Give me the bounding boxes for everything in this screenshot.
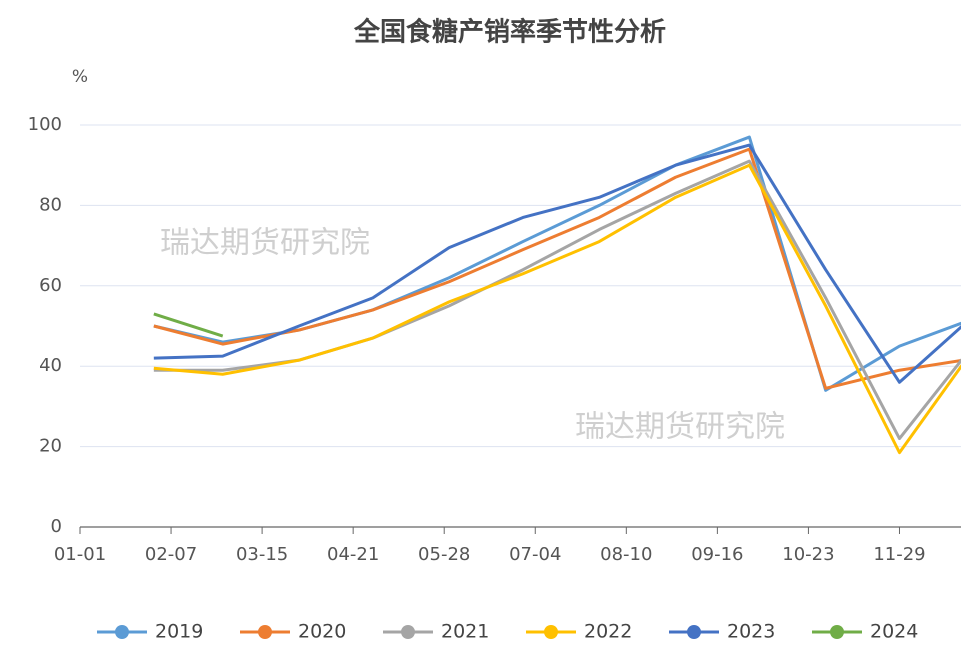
legend-marker [544,625,558,639]
series-line [153,147,961,390]
legend-marker [115,625,129,639]
legend-marker [258,625,272,639]
legend-marker [830,625,844,639]
legend-label: 2021 [441,621,489,643]
watermark: 瑞达期货研究院 [575,410,785,445]
y-tick-label: 20 [39,436,62,457]
x-tick-label: 02-07 [145,544,197,565]
x-tick-label: 04-21 [327,544,379,565]
plot-area [153,135,961,455]
x-tick-label: 01-01 [54,544,106,565]
watermark: 瑞达期货研究院 [160,226,370,261]
legend-label: 2023 [727,621,775,643]
x-tick-label: 05-28 [418,544,470,565]
x-tick-label: 07-04 [509,544,561,565]
legend-label: 2020 [298,621,346,643]
series-line [153,135,961,392]
x-tick-label: 03-15 [236,544,288,565]
series-line [153,163,961,455]
y-tick-label: 60 [39,275,62,296]
legend-label: 2024 [870,621,918,643]
x-tick-label: 11-29 [873,544,925,565]
chart-title: 全国食糖产销率季节性分析 [353,17,666,48]
y-tick-label: 40 [39,355,62,376]
x-tick-label: 09-16 [691,544,743,565]
y-tick-label: 100 [28,114,62,135]
legend-label: 2022 [584,621,632,643]
x-tick-label: 10-23 [782,544,834,565]
y-tick-label: 80 [39,194,62,215]
y-unit: % [72,67,88,87]
legend-marker [687,625,701,639]
legend-marker [401,625,415,639]
x-tick-label: 08-10 [600,544,652,565]
series-line [153,159,961,441]
series-line [153,312,224,338]
legend-label: 2019 [155,621,203,643]
y-tick-label: 0 [51,516,62,537]
series-line [153,143,961,384]
